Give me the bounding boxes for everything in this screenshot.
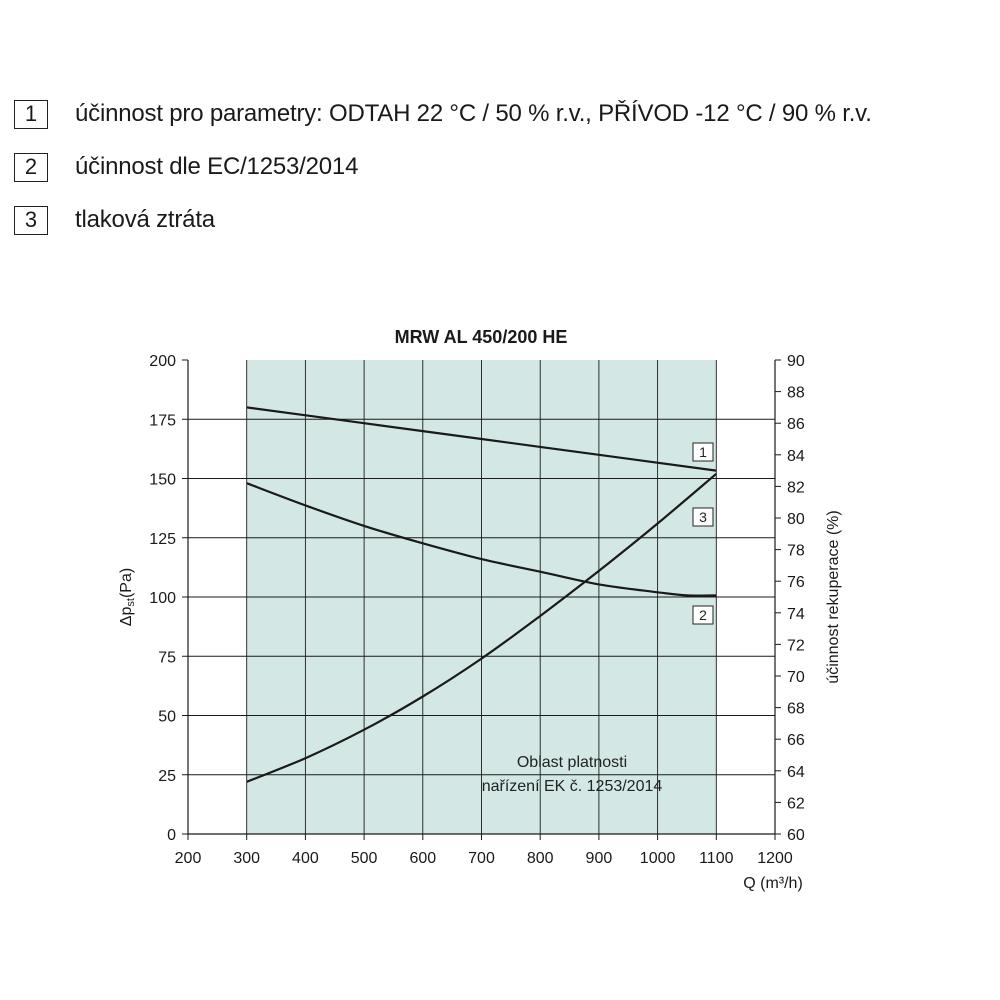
- left-tick-label: 0: [167, 827, 176, 844]
- left-tick-label: 175: [149, 412, 176, 429]
- right-tick-label: 90: [787, 353, 805, 370]
- series-line-3: [246, 472, 718, 783]
- x-tick-label: 900: [586, 850, 613, 867]
- right-tick-label: 86: [787, 416, 805, 433]
- left-tick-label: 150: [149, 472, 176, 489]
- legend-number: 2: [14, 152, 48, 182]
- x-tick-label: 1100: [699, 850, 734, 867]
- x-tick-label: 1200: [757, 850, 793, 867]
- right-tick-label: 88: [787, 385, 805, 402]
- right-tick-label: 70: [787, 669, 805, 686]
- x-tick-label: 200: [175, 850, 202, 867]
- right-tick-label: 64: [787, 764, 805, 781]
- right-axis-label: účinnost rekuperace (%): [825, 510, 842, 683]
- axis-layer: 200 300 400 500 600 700 800 900 1000 1100 12000255…: [149, 353, 805, 867]
- x-tick-label: 800: [527, 850, 554, 867]
- right-tick-label: 84: [787, 448, 805, 465]
- legend-item-2: 2 účinnost dle EC/1253/2014: [14, 149, 872, 185]
- chart-title: MRW AL 450/200 HE: [395, 327, 568, 347]
- right-tick-label: 62: [787, 795, 805, 812]
- left-axis-label-unit: (Pa): [118, 568, 135, 598]
- curve-label-box-3: [692, 507, 714, 527]
- curve-label-box-1: [692, 442, 714, 462]
- valid-region-label-line2: nařízení EK č. 1253/2014: [482, 778, 663, 795]
- left-tick-label: 200: [149, 353, 176, 370]
- valid-region-label-line1: Oblast platnosti: [517, 754, 627, 771]
- series-layer: [246, 406, 718, 783]
- x-axis-label: Q (m³/h): [743, 875, 803, 892]
- right-tick-label: 68: [787, 701, 805, 718]
- right-tick-label: 72: [787, 637, 805, 654]
- legend-label: účinnost dle EC/1253/2014: [75, 153, 359, 180]
- right-tick-label: 76: [787, 574, 805, 591]
- series-line-1: [246, 406, 717, 472]
- right-tick-label: 78: [787, 543, 805, 560]
- x-tick-label: 300: [233, 850, 260, 867]
- left-axis-label: Δpst(Pa): [118, 568, 137, 626]
- left-tick-label: 125: [149, 531, 176, 548]
- x-tick-label: 400: [292, 850, 319, 867]
- series-line-2: [246, 482, 717, 597]
- right-tick-label: 66: [787, 732, 805, 749]
- right-tick-label: 80: [787, 511, 805, 528]
- left-axis-label-subscript: st: [125, 598, 137, 607]
- x-tick-label: 700: [468, 850, 495, 867]
- x-tick-label: 1000: [640, 850, 676, 867]
- left-tick-label: 25: [158, 768, 176, 785]
- left-tick-label: 100: [149, 590, 176, 607]
- x-tick-label: 600: [409, 850, 436, 867]
- curve-label-2: 2: [699, 607, 707, 623]
- label-layer: 1 2 3 Oblast platnosti nařízení EK č. 1253/2…: [482, 442, 714, 795]
- left-tick-label: 50: [158, 709, 176, 726]
- x-tick-label: 500: [351, 850, 378, 867]
- legend-label: účinnost pro parametry: ODTAH 22 °C / 50…: [75, 100, 872, 127]
- right-tick-label: 82: [787, 479, 805, 496]
- curve-label-3: 3: [699, 509, 707, 525]
- efficiency-pressure-chart: MRW AL 450/200 HE 200 300 400 500 600 700 800 9…: [118, 327, 842, 892]
- curve-label-1: 1: [699, 444, 707, 460]
- curve-label-box-2: [692, 605, 714, 625]
- legend-number: 1: [14, 99, 48, 129]
- legend-item-3: 3 tlaková ztráta: [14, 202, 872, 238]
- legend-number: 3: [14, 205, 48, 235]
- left-tick-label: 75: [158, 649, 176, 666]
- legend: 1 účinnost pro parametry: ODTAH 22 °C / …: [14, 96, 872, 255]
- legend-label: tlaková ztráta: [75, 206, 215, 233]
- right-tick-label: 74: [787, 606, 805, 623]
- right-tick-label: 60: [787, 827, 805, 844]
- legend-item-1: 1 účinnost pro parametry: ODTAH 22 °C / …: [14, 96, 872, 132]
- grid-layer: [188, 360, 775, 834]
